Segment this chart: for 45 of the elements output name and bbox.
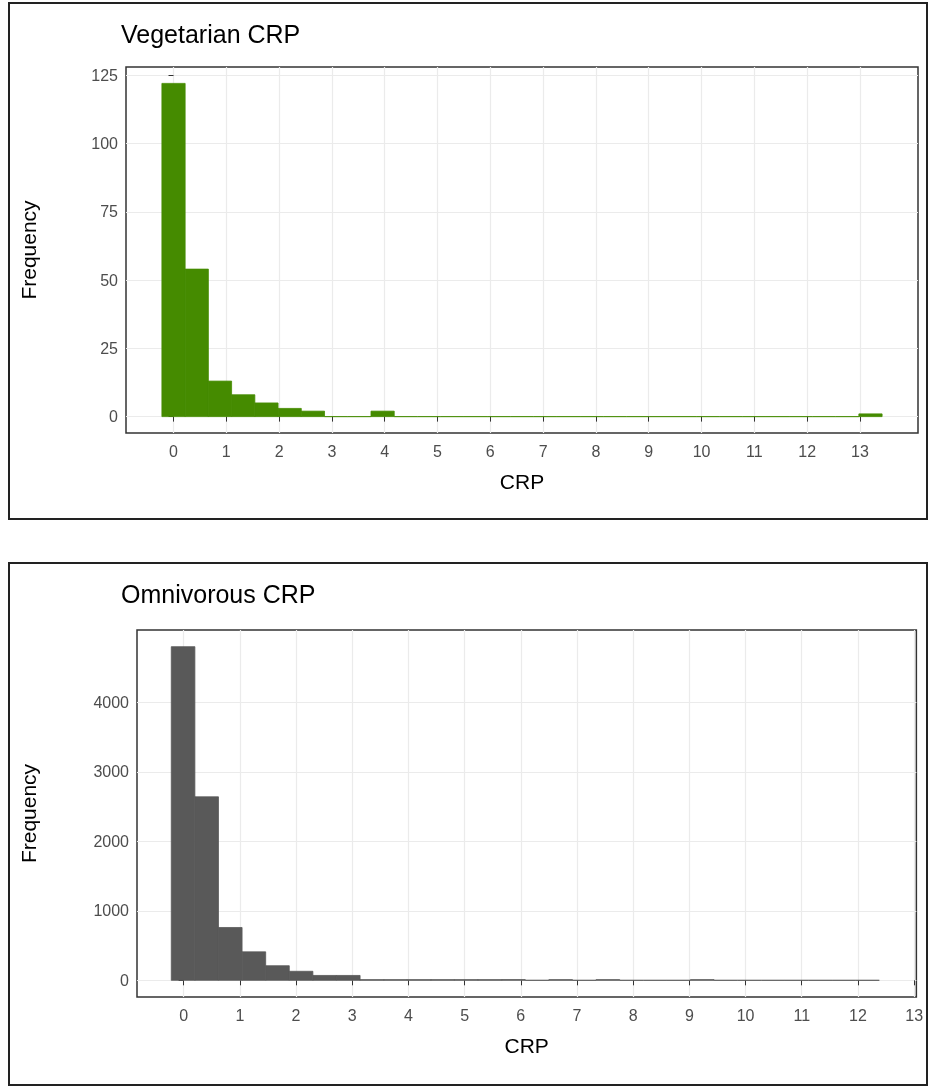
y-tick-label: 125: [91, 66, 119, 84]
y-tick-label: 3000: [93, 763, 130, 781]
x-tick-label: 4: [380, 442, 390, 460]
x-tick-label: 1: [235, 1006, 245, 1024]
x-tick-label: 5: [460, 1006, 470, 1024]
x-tick-label: 3: [327, 442, 337, 460]
y-tick-label: 0: [120, 971, 130, 989]
y-tick-label: 4000: [93, 693, 130, 711]
y-tick-label: 50: [100, 271, 119, 289]
x-tick-label: 9: [684, 1006, 694, 1024]
x-tick-label: 10: [736, 1006, 755, 1024]
y-tick-label: 0: [109, 408, 119, 426]
x-tick-label: 8: [591, 442, 601, 460]
x-tick-label: 0: [179, 1006, 189, 1024]
y-axis-title: Frequency: [17, 199, 40, 300]
x-tick-label: 8: [628, 1006, 638, 1024]
x-tick-label: 1: [221, 442, 231, 460]
x-tick-label: 2: [291, 1006, 301, 1024]
y-tick-label: 1000: [93, 902, 130, 920]
x-tick-label: 11: [793, 1006, 811, 1024]
x-axis-title: CRP: [499, 470, 545, 493]
y-tick-label: 100: [91, 134, 119, 152]
x-tick-label: 3: [347, 1006, 357, 1024]
x-tick-label: 5: [433, 442, 443, 460]
x-tick-label: 10: [692, 442, 711, 460]
x-tick-label: 6: [516, 1006, 526, 1024]
x-tick-label: 9: [644, 442, 654, 460]
x-axis-title: CRP: [504, 1034, 549, 1057]
x-tick-label: 7: [538, 442, 548, 460]
y-axis-title: Frequency: [17, 763, 40, 864]
x-tick-label: 12: [849, 1006, 867, 1024]
y-tick-label: 25: [100, 339, 119, 357]
x-tick-label: 13: [905, 1006, 924, 1024]
x-tick-label: 13: [851, 442, 869, 460]
y-tick-label: 75: [100, 203, 119, 221]
y-tick-label: 2000: [93, 832, 130, 850]
x-tick-label: 6: [485, 442, 495, 460]
x-tick-label: 7: [572, 1006, 582, 1024]
chart-title: Omnivorous CRP: [121, 579, 316, 608]
chart-title: Vegetarian CRP: [121, 19, 301, 48]
x-tick-label: 11: [746, 442, 763, 460]
x-tick-label: 0: [169, 442, 179, 460]
x-tick-label: 12: [798, 442, 817, 460]
x-tick-label: 2: [274, 442, 284, 460]
x-tick-label: 4: [403, 1006, 413, 1024]
